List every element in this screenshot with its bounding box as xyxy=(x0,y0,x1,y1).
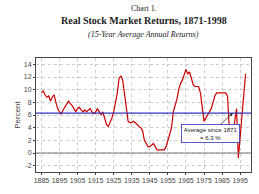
svg-text:Percent: Percent xyxy=(13,100,22,128)
svg-text:Real Stock Market Returns, 187: Real Stock Market Returns, 1871-1998 xyxy=(61,15,227,26)
svg-text:10: 10 xyxy=(24,86,32,93)
svg-text:8: 8 xyxy=(28,99,32,106)
svg-text:1885: 1885 xyxy=(34,177,50,184)
svg-text:1905: 1905 xyxy=(70,177,86,184)
svg-text:1965: 1965 xyxy=(178,177,194,184)
svg-text:1915: 1915 xyxy=(88,177,104,184)
svg-text:1895: 1895 xyxy=(52,177,68,184)
svg-text:1935: 1935 xyxy=(124,177,140,184)
svg-text:Average since 1871= 6.3 %: Average since 1871= 6.3 % xyxy=(184,127,238,141)
svg-text:1995: 1995 xyxy=(232,177,248,184)
svg-text:(15-Year Average Annual Return: (15-Year Average Annual Returns) xyxy=(88,30,199,39)
svg-text:1975: 1975 xyxy=(196,177,212,184)
svg-text:Chart 1.: Chart 1. xyxy=(131,4,157,13)
svg-text:14: 14 xyxy=(24,61,32,68)
svg-text:2: 2 xyxy=(28,137,32,144)
svg-text:6: 6 xyxy=(28,111,32,118)
svg-text:1945: 1945 xyxy=(142,177,158,184)
svg-text:4: 4 xyxy=(28,124,32,131)
svg-text:1925: 1925 xyxy=(106,177,122,184)
svg-text:0: 0 xyxy=(28,149,32,156)
svg-text:12: 12 xyxy=(24,73,32,80)
svg-text:1985: 1985 xyxy=(214,177,230,184)
svg-text:1955: 1955 xyxy=(160,177,176,184)
svg-text:-2: -2 xyxy=(25,162,31,169)
